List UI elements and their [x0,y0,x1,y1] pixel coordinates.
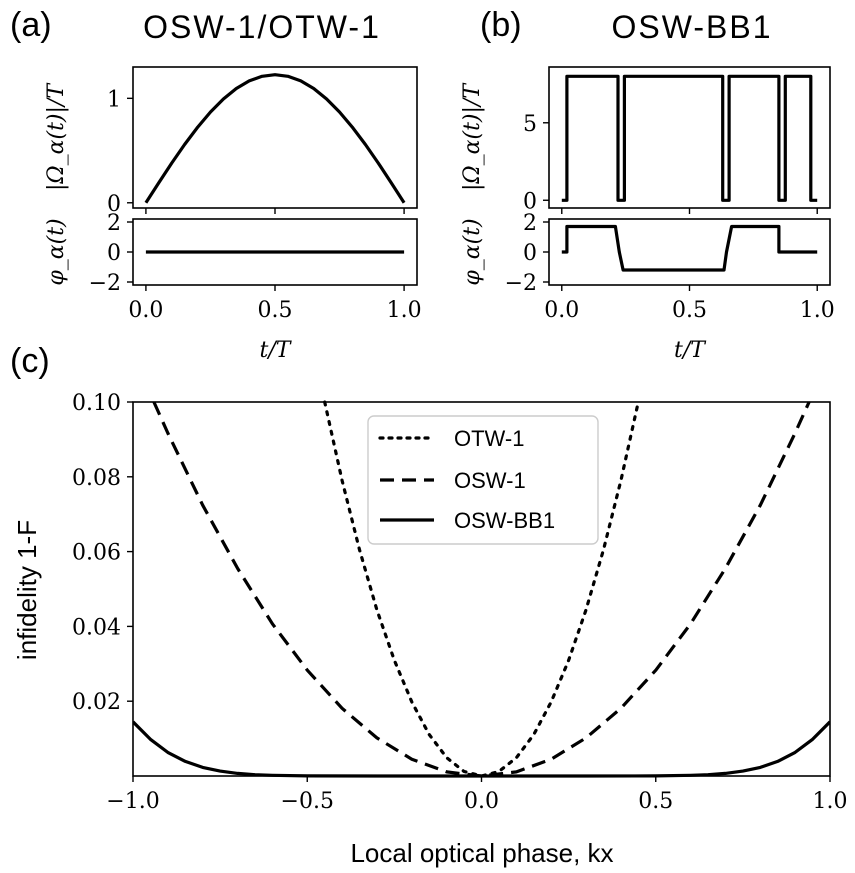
y-tick-label: 1 [107,87,121,112]
x-tick-label: −1.0 [106,789,159,814]
x-tick-label: 0.5 [638,789,673,814]
y-tick-label: −2 [505,271,537,296]
panel-title-a: OSW-1/OTW-1 [143,9,381,45]
x-tick-label: 0.5 [258,298,293,323]
y-tick-label: 0.10 [72,391,121,416]
y-axis-label: |Ω_α(t)|/T [460,82,485,191]
panel-label-a: (a) [10,6,52,44]
y-tick-label: 0.08 [72,466,121,491]
y-tick-label: 0 [523,241,537,266]
y-axis-label-c: infidelity 1-F [12,520,42,660]
x-axis-label: t/T [260,338,293,363]
x-tick-label: 1.0 [800,298,835,323]
axes-frame [548,66,831,209]
y-tick-label: 0 [523,189,537,214]
y-tick-label: 0.02 [72,690,121,715]
y-axis-label: φ_α(t) [460,218,485,285]
y-tick-label: 0.06 [72,541,121,566]
panel-label-c: (c) [10,342,50,380]
x-tick-label: 0.0 [128,298,163,323]
legend-label-osw1: OSW-1 [454,468,526,493]
series-line-b-bottom [561,224,818,272]
series-oswbb1 [133,720,830,778]
legend-frame [367,415,599,545]
series-line-b-top [561,74,818,202]
x-tick-label: 0.5 [672,298,707,323]
y-tick-label: 5 [523,112,537,137]
axes-a-top: 0 1 |Ω_α(t)|/T [44,66,418,217]
y-tick-label: 0 [107,241,121,266]
axes-c: 0.02 0.04 0.06 0.08 0.10 −1.0 −0.5 0.0 0.5 1.0 [72,391,847,814]
y-axis-label: |Ω_α(t)|/T [44,82,69,191]
panel-label-b: (b) [480,6,522,44]
x-axis-label-c: Local optical phase, kx [350,838,613,868]
panel-title-b: OSW-BB1 [612,9,773,45]
x-tick-label: 1.0 [387,298,422,323]
y-axis-label: φ_α(t) [44,218,69,285]
x-tick-label: 0.0 [464,789,499,814]
x-tick-label: −0.5 [281,789,334,814]
y-tick-label: 2 [107,211,121,236]
series-osw1 [152,401,811,778]
y-tick-label: 2 [523,211,537,236]
y-tick-label: 0 [107,192,121,217]
axes-frame [132,66,418,209]
axes-b-bottom: −2 0 2 0.0 0.5 1.0 φ_α(t) t/T [460,211,835,363]
y-tick-label: −2 [89,271,121,296]
legend: OTW-1 OSW-1 OSW-BB1 [367,415,599,545]
axes-b-top: 0 5 |Ω_α(t)|/T [460,66,831,214]
axes-a-bottom: −2 0 2 0.0 0.5 1.0 φ_α(t) t/T [44,211,422,363]
y-tick-label: 0.04 [72,615,121,640]
x-tick-label: 0.0 [544,298,579,323]
legend-label-otw1: OTW-1 [454,426,524,451]
x-axis-label: t/T [674,338,707,363]
legend-label-oswbb1: OSW-BB1 [454,508,555,533]
x-tick-label: 1.0 [813,789,848,814]
series-line-a-top [144,73,406,204]
